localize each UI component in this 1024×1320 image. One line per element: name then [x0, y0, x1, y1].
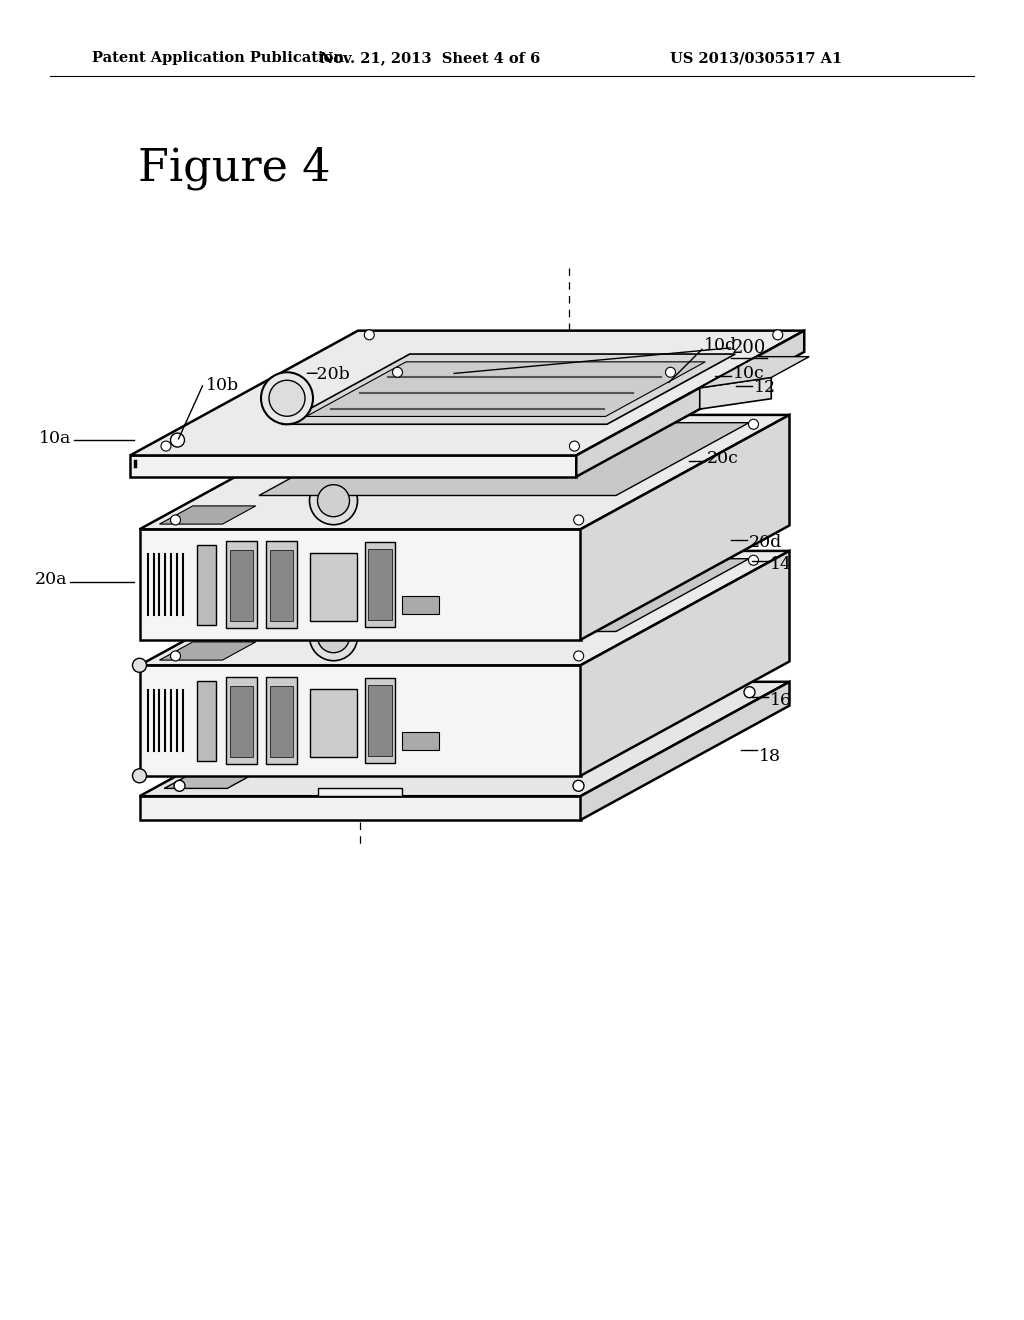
Text: Nov. 21, 2013  Sheet 4 of 6: Nov. 21, 2013 Sheet 4 of 6 — [319, 51, 540, 65]
Polygon shape — [699, 356, 809, 388]
Circle shape — [171, 433, 184, 447]
Polygon shape — [198, 681, 216, 760]
Polygon shape — [318, 788, 402, 796]
Circle shape — [573, 515, 584, 525]
Circle shape — [132, 768, 146, 783]
Polygon shape — [265, 541, 297, 628]
Polygon shape — [139, 550, 790, 665]
Polygon shape — [369, 549, 391, 620]
Text: Figure 4: Figure 4 — [138, 147, 331, 190]
Circle shape — [569, 441, 580, 451]
Circle shape — [573, 780, 584, 791]
Polygon shape — [366, 678, 394, 763]
Circle shape — [749, 420, 759, 429]
Polygon shape — [160, 642, 256, 660]
Circle shape — [744, 686, 755, 698]
Text: 12: 12 — [754, 379, 776, 396]
Polygon shape — [577, 330, 804, 477]
Text: 20c: 20c — [707, 450, 739, 467]
Circle shape — [345, 556, 355, 565]
Polygon shape — [402, 731, 438, 750]
Polygon shape — [366, 543, 394, 627]
Polygon shape — [306, 362, 706, 416]
Polygon shape — [139, 682, 790, 796]
Circle shape — [161, 441, 171, 451]
Polygon shape — [259, 422, 749, 495]
Circle shape — [749, 556, 759, 565]
Polygon shape — [198, 545, 216, 624]
Circle shape — [309, 612, 357, 661]
Polygon shape — [699, 378, 771, 409]
Text: ─20b: ─20b — [306, 366, 350, 383]
Polygon shape — [269, 685, 293, 758]
Polygon shape — [139, 796, 581, 820]
Text: 10b: 10b — [206, 378, 239, 395]
Circle shape — [309, 477, 357, 524]
Circle shape — [174, 780, 185, 791]
Text: 16: 16 — [770, 692, 792, 709]
Text: 14: 14 — [770, 556, 792, 573]
Polygon shape — [402, 595, 438, 614]
Polygon shape — [225, 541, 257, 628]
Polygon shape — [130, 455, 577, 477]
Circle shape — [666, 367, 676, 378]
Polygon shape — [282, 354, 735, 424]
Circle shape — [317, 620, 349, 652]
Polygon shape — [309, 689, 356, 758]
Circle shape — [171, 515, 180, 525]
Text: US 2013/0305517 A1: US 2013/0305517 A1 — [670, 51, 843, 65]
Circle shape — [261, 372, 313, 424]
Polygon shape — [269, 549, 293, 622]
Text: 18: 18 — [759, 748, 781, 766]
Circle shape — [392, 367, 402, 378]
Text: 10c: 10c — [733, 366, 765, 381]
Circle shape — [171, 651, 180, 661]
Text: 20a: 20a — [35, 572, 68, 587]
Polygon shape — [225, 677, 257, 764]
Polygon shape — [130, 330, 804, 455]
Polygon shape — [265, 677, 297, 764]
Polygon shape — [369, 685, 391, 756]
Text: Patent Application Publication: Patent Application Publication — [92, 51, 344, 65]
Polygon shape — [139, 414, 790, 529]
Circle shape — [269, 380, 305, 416]
Text: 200: 200 — [732, 339, 767, 356]
Circle shape — [365, 330, 375, 339]
Polygon shape — [139, 529, 581, 640]
Circle shape — [132, 659, 146, 672]
Text: 20d: 20d — [749, 533, 782, 550]
Polygon shape — [139, 665, 581, 776]
Polygon shape — [164, 770, 260, 788]
Polygon shape — [581, 550, 790, 776]
Circle shape — [317, 484, 349, 516]
Polygon shape — [581, 414, 790, 640]
Polygon shape — [581, 682, 790, 820]
Text: 10a: 10a — [39, 430, 72, 446]
Polygon shape — [259, 558, 749, 631]
Polygon shape — [309, 553, 356, 622]
Text: 10d: 10d — [703, 337, 737, 354]
Circle shape — [773, 330, 782, 339]
Polygon shape — [229, 549, 253, 622]
Circle shape — [573, 651, 584, 661]
Polygon shape — [229, 685, 253, 758]
Circle shape — [345, 420, 355, 429]
Circle shape — [345, 686, 356, 698]
Polygon shape — [160, 506, 256, 524]
